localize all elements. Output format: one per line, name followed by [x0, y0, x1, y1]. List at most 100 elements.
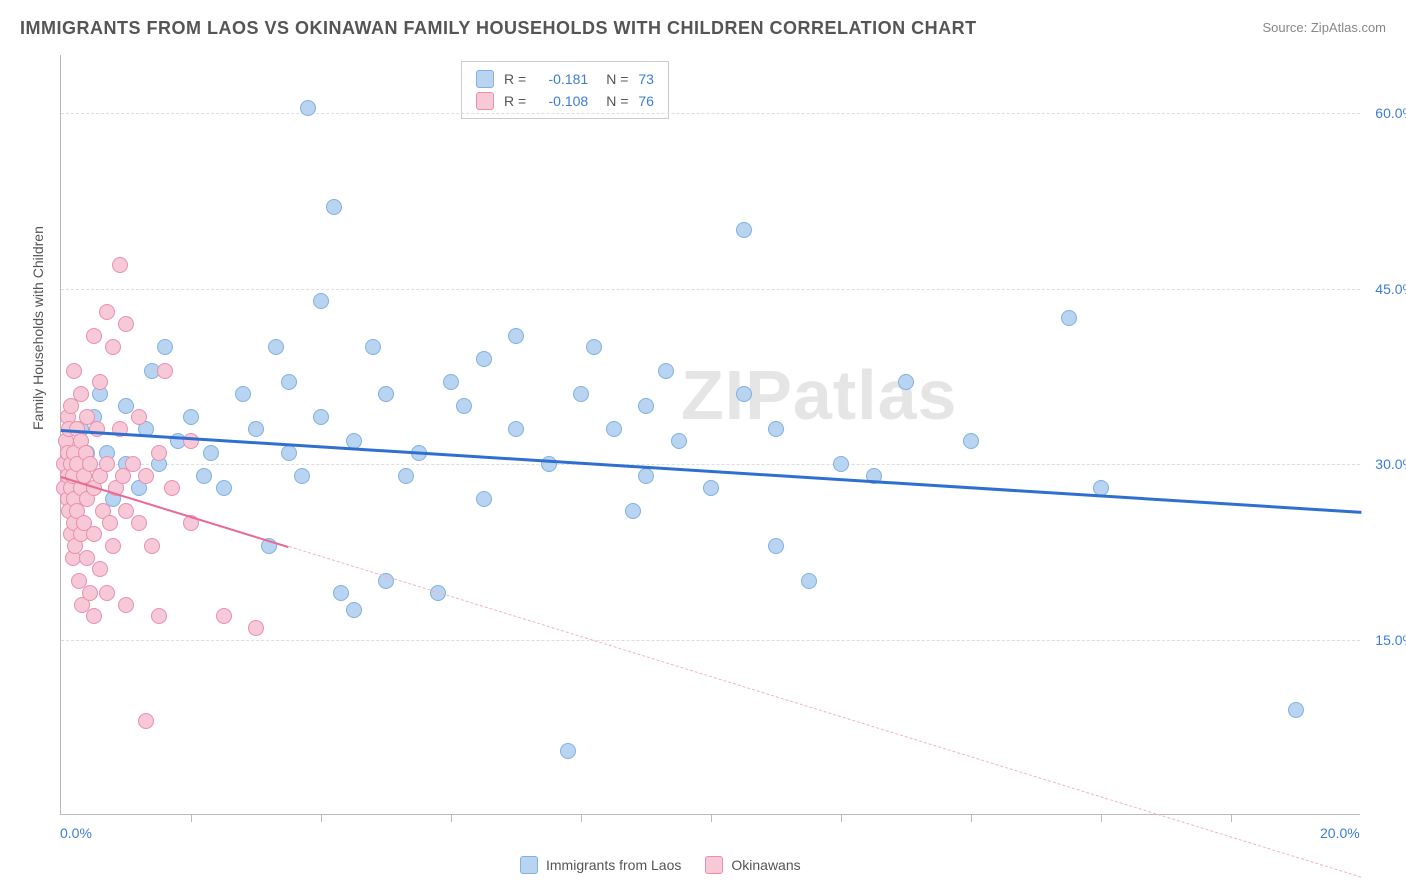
x-tick — [1231, 814, 1232, 822]
data-point — [79, 550, 95, 566]
data-point — [86, 608, 102, 624]
data-point — [66, 363, 82, 379]
data-point — [248, 421, 264, 437]
data-point — [658, 363, 674, 379]
data-point — [573, 386, 589, 402]
y-tick-label: 30.0% — [1375, 456, 1406, 472]
data-point — [118, 503, 134, 519]
x-tick — [971, 814, 972, 822]
data-point — [671, 433, 687, 449]
legend-n-value: 73 — [638, 68, 654, 90]
data-point — [294, 468, 310, 484]
data-point — [89, 421, 105, 437]
data-point — [118, 316, 134, 332]
data-point — [157, 339, 173, 355]
data-point — [86, 328, 102, 344]
legend-n-label: N = — [606, 68, 628, 90]
legend-swatch — [705, 856, 723, 874]
legend-swatch — [520, 856, 538, 874]
data-point — [346, 602, 362, 618]
data-point — [456, 398, 472, 414]
data-point — [398, 468, 414, 484]
data-point — [105, 339, 121, 355]
legend-row: R =-0.181N =73 — [476, 68, 654, 90]
x-tick-label: 20.0% — [1320, 825, 1360, 841]
data-point — [73, 386, 89, 402]
x-tick — [1101, 814, 1102, 822]
data-point — [138, 468, 154, 484]
data-point — [99, 304, 115, 320]
data-point — [92, 561, 108, 577]
legend-label: Immigrants from Laos — [546, 857, 681, 873]
data-point — [183, 409, 199, 425]
data-point — [606, 421, 622, 437]
legend-n-value: 76 — [638, 90, 654, 112]
data-point — [313, 409, 329, 425]
data-point — [86, 526, 102, 542]
data-point — [151, 608, 167, 624]
source-label: Source: ZipAtlas.com — [1262, 20, 1386, 35]
data-point — [268, 339, 284, 355]
data-point — [326, 199, 342, 215]
gridline — [61, 640, 1360, 641]
data-point — [736, 386, 752, 402]
data-point — [183, 433, 199, 449]
data-point — [833, 456, 849, 472]
data-point — [105, 538, 121, 554]
data-point — [898, 374, 914, 390]
data-point — [313, 293, 329, 309]
data-point — [625, 503, 641, 519]
data-point — [118, 398, 134, 414]
y-tick-label: 15.0% — [1375, 632, 1406, 648]
data-point — [216, 608, 232, 624]
data-point — [508, 421, 524, 437]
gridline — [61, 113, 1360, 114]
data-point — [235, 386, 251, 402]
data-point — [138, 713, 154, 729]
gridline — [61, 289, 1360, 290]
data-point — [157, 363, 173, 379]
data-point — [443, 374, 459, 390]
legend-n-label: N = — [606, 90, 628, 112]
series-legend: Immigrants from LaosOkinawans — [520, 856, 801, 874]
data-point — [768, 421, 784, 437]
data-point — [203, 445, 219, 461]
data-point — [476, 491, 492, 507]
x-tick — [451, 814, 452, 822]
data-point — [333, 585, 349, 601]
data-point — [112, 257, 128, 273]
legend-r-label: R = — [504, 90, 526, 112]
gridline — [61, 464, 1360, 465]
legend-item: Immigrants from Laos — [520, 856, 681, 874]
data-point — [508, 328, 524, 344]
x-tick — [711, 814, 712, 822]
data-point — [99, 585, 115, 601]
x-tick-label: 0.0% — [60, 825, 92, 841]
data-point — [768, 538, 784, 554]
legend-r-label: R = — [504, 68, 526, 90]
data-point — [281, 445, 297, 461]
data-point — [736, 222, 752, 238]
legend-swatch — [476, 92, 494, 110]
trend-line — [61, 429, 1361, 514]
correlation-legend: R =-0.181N =73R =-0.108N =76 — [461, 61, 669, 119]
data-point — [703, 480, 719, 496]
data-point — [125, 456, 141, 472]
data-point — [963, 433, 979, 449]
data-point — [196, 468, 212, 484]
data-point — [131, 409, 147, 425]
trend-line — [288, 546, 1361, 878]
data-point — [131, 515, 147, 531]
chart-title: IMMIGRANTS FROM LAOS VS OKINAWAN FAMILY … — [20, 18, 977, 39]
data-point — [638, 398, 654, 414]
x-tick — [841, 814, 842, 822]
data-point — [586, 339, 602, 355]
data-point — [164, 480, 180, 496]
data-point — [144, 538, 160, 554]
data-point — [801, 573, 817, 589]
y-axis-label: Family Households with Children — [30, 226, 46, 430]
x-tick — [191, 814, 192, 822]
y-tick-label: 60.0% — [1375, 105, 1406, 121]
data-point — [99, 456, 115, 472]
legend-swatch — [476, 70, 494, 88]
